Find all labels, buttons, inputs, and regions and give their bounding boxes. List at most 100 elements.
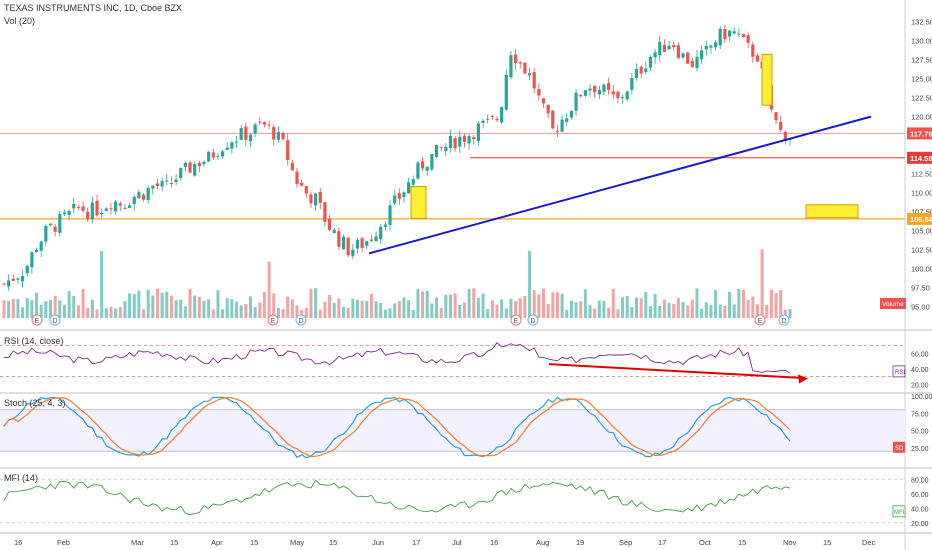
rsi-tick-label: 40.00 <box>911 367 929 374</box>
candle-body <box>230 142 234 149</box>
volume-bar <box>658 306 662 318</box>
candle-body <box>727 30 732 37</box>
candle-body <box>672 45 676 48</box>
highlight-box <box>761 53 773 106</box>
candle-body <box>2 283 6 285</box>
candle-body <box>30 252 34 268</box>
volume-bar <box>667 303 671 318</box>
volume-bar <box>723 305 727 318</box>
candle-body <box>690 60 694 67</box>
stoch-badge <box>893 441 905 453</box>
volume-bar <box>286 296 290 318</box>
volume-bar <box>416 289 420 318</box>
volume-bar <box>160 292 164 318</box>
volume-bar <box>253 307 257 318</box>
volume-bar <box>86 308 90 318</box>
volume-bar <box>44 301 48 318</box>
candle-body <box>407 182 411 194</box>
volume-bar <box>648 306 652 318</box>
volume-bar <box>35 292 39 318</box>
volume-bar <box>169 295 173 318</box>
price-badge-label: 106.54 <box>910 215 932 224</box>
volume-bar <box>542 288 546 318</box>
rsi-badge <box>892 365 906 378</box>
event-marker-label: E <box>758 318 763 325</box>
volume-bar <box>216 290 220 318</box>
candle-body <box>462 135 467 142</box>
candle-body <box>583 90 587 96</box>
mfi-label[interactable]: MFI (14) <box>4 473 39 483</box>
price-tick-label: 125.00 <box>911 75 932 84</box>
rsi-label[interactable]: RSI (14, close) <box>4 336 64 346</box>
price-badge-label: 117.79 <box>910 129 932 138</box>
volume-bar <box>569 300 573 318</box>
stoch-label[interactable]: Stoch (25, 4, 3) <box>4 398 66 408</box>
candle-body <box>662 44 667 52</box>
price-tick-label: 102.50 <box>911 246 932 255</box>
volume-bar <box>458 304 462 318</box>
volume-bar <box>411 309 415 318</box>
candle-body <box>216 155 220 157</box>
volume-bar <box>695 288 699 318</box>
volume-bar <box>769 289 773 318</box>
candle-body <box>458 136 462 147</box>
candle-body <box>481 120 485 124</box>
volume-bar <box>425 290 429 318</box>
candle-body <box>425 166 429 171</box>
volume-bar <box>741 289 745 318</box>
candle-body <box>197 162 201 167</box>
volume-bar <box>718 304 722 318</box>
event-marker-label: D <box>53 318 58 325</box>
volume-bar <box>383 309 387 318</box>
candle-body <box>546 104 550 114</box>
volume-bar <box>435 297 439 318</box>
volume-bar <box>128 293 132 318</box>
candle-body <box>555 130 560 132</box>
volume-bar <box>290 299 294 318</box>
event-marker <box>754 314 766 326</box>
candle-body <box>81 206 85 211</box>
volume-bar <box>2 300 6 318</box>
candle-body <box>700 50 704 60</box>
volume-bar <box>155 288 159 318</box>
candle-body <box>160 181 164 187</box>
mfi-badge-label: MFI <box>894 510 905 516</box>
candle-body <box>100 213 104 215</box>
candle-body <box>602 84 606 92</box>
candle-body <box>286 140 290 161</box>
candle-body <box>467 135 471 144</box>
volume-bar <box>607 307 611 318</box>
stoch-tick-label: 75.00 <box>911 411 929 418</box>
candle-body <box>62 212 67 215</box>
volume-bar <box>207 299 211 318</box>
volume-bar <box>448 294 452 318</box>
price-tick-label: 100.00 <box>911 265 932 274</box>
candle-body <box>574 92 578 111</box>
candle-body <box>141 194 146 200</box>
time-tick-label: 15 <box>250 538 258 547</box>
candle-body <box>658 41 662 56</box>
candle-body <box>95 200 99 216</box>
volume-indicator-label[interactable]: Vol (20) <box>4 16 36 26</box>
candle-body <box>262 122 267 125</box>
volume-bar <box>58 300 62 318</box>
candle-body <box>360 238 364 248</box>
rsi-tick-label: 20.00 <box>911 382 929 389</box>
candle-body <box>44 225 48 242</box>
volume-bar <box>621 297 625 318</box>
candle-body <box>281 133 285 140</box>
candle-body <box>411 179 415 185</box>
candle-body <box>304 186 308 194</box>
rsi-tick-label: 60.00 <box>911 351 929 358</box>
candle-body <box>127 205 132 208</box>
volume-bar <box>332 302 336 318</box>
volume-bar <box>197 296 201 318</box>
candle-body <box>541 98 546 104</box>
candle-body <box>634 68 639 78</box>
chart-title: TEXAS INSTRUMENTS INC, 1D, Cboe BZX <box>4 3 183 13</box>
volume-bar <box>142 309 146 318</box>
volume-bar <box>495 304 499 318</box>
stoch-tick-label: 50.00 <box>911 429 929 436</box>
volume-bar <box>221 309 225 318</box>
